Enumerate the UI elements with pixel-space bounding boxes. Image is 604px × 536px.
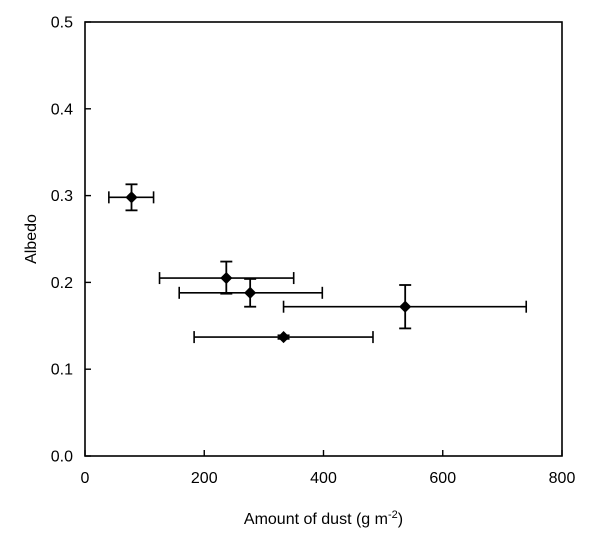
y-axis-title: Albedo — [23, 214, 40, 264]
data-point — [282, 284, 528, 330]
diamond-marker — [125, 191, 138, 204]
diamond-marker — [244, 286, 257, 299]
data-points — [108, 183, 528, 344]
x-tick-label: 200 — [191, 470, 218, 487]
x-tick-label: 0 — [81, 470, 90, 487]
plot-area — [85, 22, 562, 456]
y-tick-label: 0.3 — [51, 188, 73, 205]
x-axis-title: Amount of dust (g m-2) — [244, 509, 403, 528]
diamond-marker — [220, 271, 233, 285]
y-tick-label: 0.5 — [51, 15, 73, 32]
x-tick-label: 400 — [310, 470, 337, 487]
data-point — [178, 278, 324, 308]
diamond-marker — [399, 300, 412, 313]
y-axis-tick-labels: 0.0 0.1 0.2 0.3 0.4 0.5 — [51, 15, 73, 466]
x-tick-label: 800 — [549, 470, 576, 487]
diamond-marker — [277, 331, 290, 344]
y-tick-label: 0.4 — [51, 101, 73, 118]
data-point — [108, 183, 155, 212]
x-axis-tick-labels: 0 200 400 600 800 — [81, 470, 576, 487]
data-point — [193, 331, 374, 344]
y-tick-label: 0.2 — [51, 275, 73, 292]
x-tick-label: 600 — [429, 470, 456, 487]
x-axis-title-main: Amount of dust (g m — [244, 511, 388, 528]
y-tick-label: 0.0 — [51, 449, 73, 466]
data-point — [158, 260, 295, 295]
plot-frame — [84, 21, 563, 457]
x-axis-title-superscript: -2 — [388, 509, 398, 521]
y-tick-label: 0.1 — [51, 362, 73, 379]
x-axis-title-suffix: ) — [398, 511, 403, 528]
